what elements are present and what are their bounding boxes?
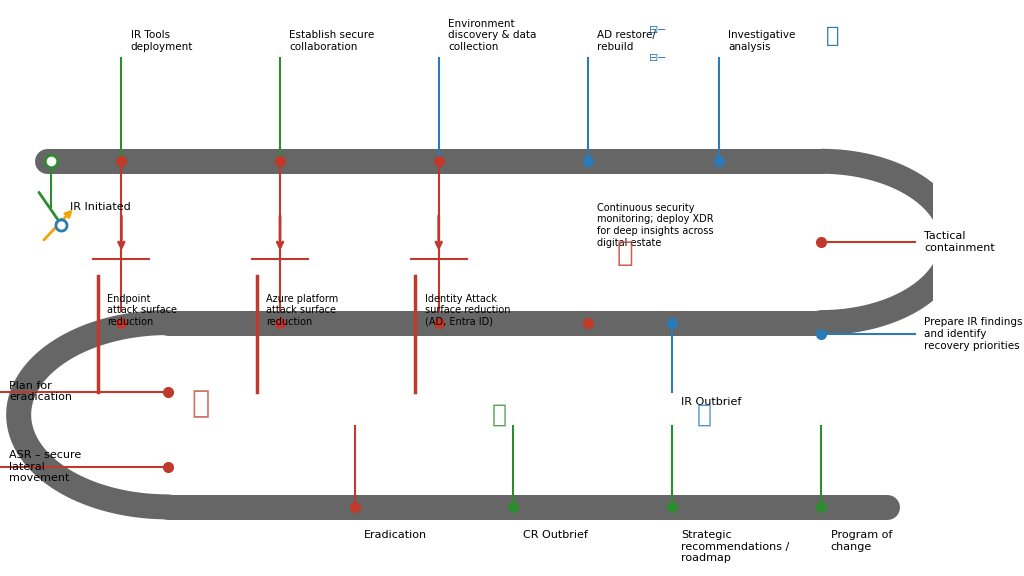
Text: 🔒: 🔒 bbox=[617, 240, 634, 267]
Text: Prepare IR findings
and identify
recovery priorities: Prepare IR findings and identify recover… bbox=[924, 317, 1023, 351]
Text: AD restore/
rebuild: AD restore/ rebuild bbox=[597, 31, 656, 52]
Text: Identity Attack
surface reduction
(AD, Entra ID): Identity Attack surface reduction (AD, E… bbox=[425, 294, 510, 327]
Text: Establish secure
collaboration: Establish secure collaboration bbox=[290, 31, 375, 52]
Text: Investigative
analysis: Investigative analysis bbox=[728, 31, 796, 52]
Text: CR Outbrief: CR Outbrief bbox=[522, 530, 588, 540]
Text: 📋: 📋 bbox=[697, 403, 713, 427]
Text: 🔍: 🔍 bbox=[826, 26, 840, 46]
Text: Azure platform
attack surface
reduction: Azure platform attack surface reduction bbox=[266, 294, 338, 327]
Text: IR Outbrief: IR Outbrief bbox=[681, 397, 741, 407]
Text: 📋: 📋 bbox=[492, 403, 507, 427]
Text: IR Tools
deployment: IR Tools deployment bbox=[131, 31, 194, 52]
Text: Program of
change: Program of change bbox=[830, 530, 892, 552]
Text: Eradication: Eradication bbox=[365, 530, 427, 540]
Text: 🛡: 🛡 bbox=[191, 389, 210, 418]
Text: Continuous security
monitoring; deploy XDR
for deep insights across
digital esta: Continuous security monitoring; deploy X… bbox=[597, 203, 714, 248]
Text: ⊟─: ⊟─ bbox=[649, 54, 665, 63]
Text: Environment
discovery & data
collection: Environment discovery & data collection bbox=[449, 18, 537, 52]
Text: Tactical
containment: Tactical containment bbox=[924, 231, 995, 253]
Text: ⊟─: ⊟─ bbox=[649, 25, 665, 35]
Text: Strategic
recommendations /
roadmap: Strategic recommendations / roadmap bbox=[681, 530, 790, 563]
Text: Endpoint
attack surface
reduction: Endpoint attack surface reduction bbox=[108, 294, 177, 327]
Text: IR Initiated: IR Initiated bbox=[70, 202, 131, 213]
Text: Plan for
eradication: Plan for eradication bbox=[9, 381, 73, 403]
Text: ASR – secure
lateral
movement: ASR – secure lateral movement bbox=[9, 450, 82, 483]
